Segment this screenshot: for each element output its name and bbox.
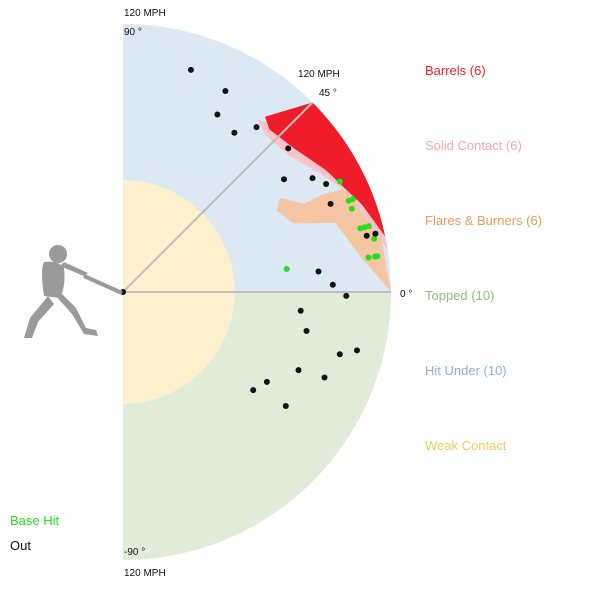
out-point-8 <box>323 181 330 187</box>
out-point-0 <box>187 66 194 73</box>
base-hit-point-9 <box>365 254 372 261</box>
out-point-12 <box>315 268 322 275</box>
max-speed-label-top: 120 MPH <box>124 8 166 19</box>
base-hit-point-10 <box>374 253 381 260</box>
axis-labels: 120 MPH 90 ° 120 MPH 45 ° 0 ° -90 ° 120 … <box>124 8 412 579</box>
max-speed-label-bottom: 120 MPH <box>124 568 166 579</box>
angle-label-minus-90: -90 ° <box>124 547 145 558</box>
base-hit-point-6 <box>365 223 372 230</box>
out-point-3 <box>231 129 238 136</box>
out-point-19 <box>321 374 328 381</box>
batter-silhouette-icon <box>24 245 123 338</box>
out-point-6 <box>281 176 287 183</box>
out-point-23 <box>250 387 257 394</box>
base-hit-point-7 <box>371 235 378 242</box>
out-point-2 <box>214 111 221 118</box>
outcome-legend: Base Hit Out <box>10 513 60 553</box>
out-point-16 <box>303 328 310 334</box>
out-point-4 <box>253 124 260 131</box>
max-speed-label-mid: 120 MPH <box>298 69 340 80</box>
out-point-15 <box>297 307 304 314</box>
out-point-14 <box>343 292 350 299</box>
angle-label-45: 45 ° <box>319 88 337 99</box>
legend-barrels: Barrels (6) <box>425 63 486 78</box>
out-point-1 <box>222 88 229 94</box>
legend-solid-contact: Solid Contact (6) <box>425 138 522 153</box>
out-point-21 <box>263 378 270 385</box>
legend-flares-burners: Flares & Burners (6) <box>425 213 542 228</box>
out-point-13 <box>329 281 336 288</box>
batted-ball-points <box>187 66 381 409</box>
out-point-20 <box>295 367 302 374</box>
zone-legend: Barrels (6) Solid Contact (6) Flares & B… <box>425 63 542 453</box>
legend-topped: Topped (10) <box>425 288 494 303</box>
angle-label-0: 0 ° <box>400 289 412 300</box>
out-point-5 <box>285 145 292 152</box>
out-point-9 <box>327 200 334 207</box>
out-point-18 <box>336 351 343 358</box>
out-point-7 <box>309 175 316 182</box>
legend-hit-under: Hit Under (10) <box>425 363 507 378</box>
angle-label-90: 90 ° <box>124 27 142 38</box>
out-point-11 <box>363 232 370 239</box>
out-point-10 <box>372 230 379 237</box>
zone-flares-burners-region <box>276 188 391 292</box>
base-hit-point-0 <box>336 178 343 185</box>
base-hit-point-11 <box>283 266 290 272</box>
forty-five-degree-line <box>122 101 314 293</box>
legend-out: Out <box>10 538 31 553</box>
out-point-22 <box>282 403 289 409</box>
base-hit-point-3 <box>348 205 355 212</box>
zone-barrels-region <box>265 102 386 237</box>
legend-base-hit: Base Hit <box>10 513 60 528</box>
legend-weak-contact: Weak Contact <box>425 438 507 453</box>
base-hit-point-2 <box>349 196 356 203</box>
out-point-17 <box>354 347 360 354</box>
